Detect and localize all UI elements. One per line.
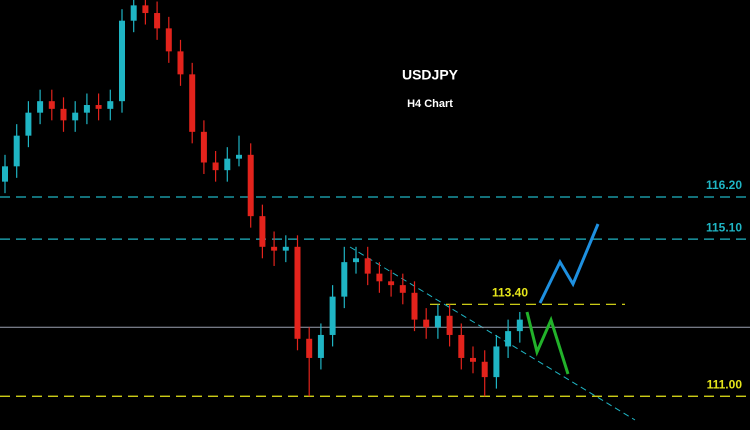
candle-body bbox=[458, 334, 465, 358]
candle-body bbox=[353, 258, 359, 263]
candle-body bbox=[25, 112, 32, 136]
trend-line bbox=[349, 246, 636, 421]
candle-body bbox=[142, 5, 149, 14]
candle-body bbox=[72, 112, 79, 121]
candle-body bbox=[259, 216, 266, 247]
bearish-projection bbox=[525, 311, 570, 375]
candle-body bbox=[306, 338, 313, 358]
candle-body bbox=[2, 166, 8, 182]
candle-body bbox=[95, 105, 102, 109]
candle-body bbox=[446, 315, 453, 335]
candle-body bbox=[212, 162, 219, 171]
candle-body bbox=[411, 292, 418, 320]
candle-body bbox=[189, 74, 196, 132]
candle-body bbox=[294, 246, 301, 339]
candle-body bbox=[119, 20, 125, 102]
candle-body bbox=[83, 105, 90, 113]
candle-body bbox=[329, 296, 336, 335]
candle-body bbox=[130, 5, 137, 21]
candle-body bbox=[505, 331, 512, 347]
candle-body bbox=[516, 319, 523, 332]
candle-body bbox=[399, 285, 406, 293]
candle-body bbox=[13, 135, 20, 167]
chart-subtitle: H4 Chart bbox=[407, 98, 453, 110]
candle-body bbox=[37, 101, 44, 113]
candle-body bbox=[376, 273, 383, 282]
bullish-projection bbox=[538, 223, 600, 304]
candle-body bbox=[107, 101, 114, 109]
candle-body bbox=[493, 346, 500, 378]
candle-body bbox=[481, 361, 488, 378]
candle-body bbox=[434, 315, 441, 328]
candle-body bbox=[236, 154, 242, 159]
candle-body bbox=[388, 281, 395, 286]
candle-body bbox=[423, 319, 430, 328]
candle-body bbox=[247, 154, 254, 217]
candle-body bbox=[200, 131, 207, 163]
candle-body bbox=[470, 357, 476, 362]
candle-body bbox=[48, 101, 55, 109]
level-label: 111.00 bbox=[707, 377, 743, 391]
level-label: 113.40 bbox=[492, 285, 528, 299]
candle-body bbox=[317, 334, 324, 358]
candle-body bbox=[282, 246, 289, 251]
level-label: 116.20 bbox=[706, 178, 742, 192]
candle-body bbox=[224, 158, 231, 171]
candle-body bbox=[364, 258, 371, 274]
candle-body bbox=[154, 13, 161, 29]
candle-body bbox=[165, 28, 172, 52]
chart-title: USDJPY bbox=[402, 67, 459, 83]
level-label: 115.10 bbox=[706, 220, 742, 234]
candle-body bbox=[271, 246, 278, 251]
candle-body bbox=[341, 262, 348, 297]
candle-body bbox=[177, 51, 184, 75]
candle-body bbox=[60, 108, 67, 121]
